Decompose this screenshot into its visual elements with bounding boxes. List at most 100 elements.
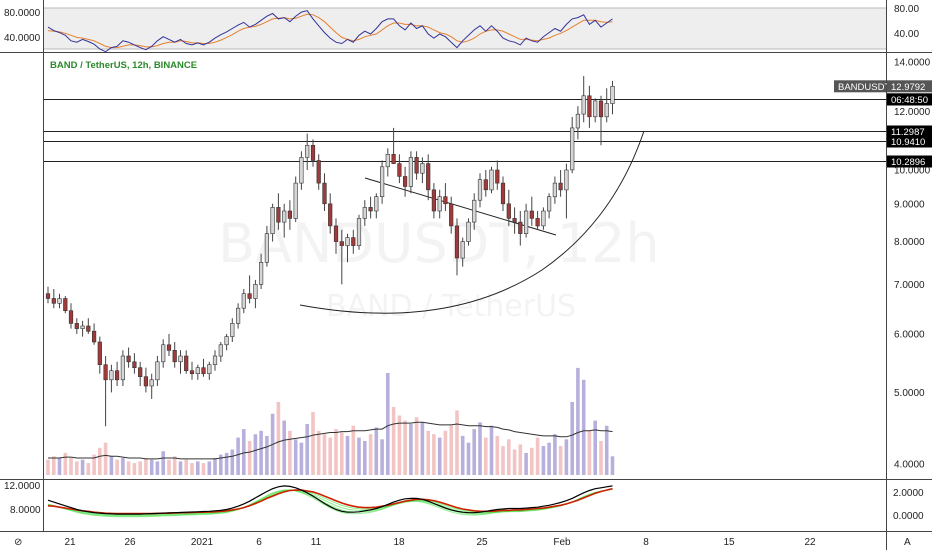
rsi-main-line (47, 10, 613, 53)
volume-bar (265, 435, 269, 475)
volume-bar (426, 430, 430, 475)
candle-body (92, 330, 97, 343)
volume-bar (224, 452, 229, 475)
volume-bar (472, 429, 476, 475)
candle-body (604, 103, 609, 118)
volume-bar (282, 420, 286, 475)
candle-body (426, 163, 431, 191)
candle-body (356, 218, 362, 246)
volume-bar (593, 420, 597, 475)
candle-body (564, 169, 569, 191)
volume-bar (443, 430, 448, 475)
rsi-band (44, 8, 886, 49)
time-tick-label: 21 (64, 537, 76, 548)
candle-body (546, 196, 552, 212)
volume-bar (242, 429, 246, 475)
volume-bar (495, 435, 500, 475)
last-price-tag: BANDUSDT 12.9792 06:48:50 (834, 80, 932, 106)
volume-bar (161, 451, 165, 475)
countdown-box (887, 93, 932, 106)
volume-bar (403, 420, 407, 475)
level-label-box (887, 135, 932, 148)
volume-bar (52, 456, 56, 475)
cup-curve-drawing[interactable] (299, 130, 645, 314)
rsi-signal-line (47, 13, 613, 49)
time-tick-label: 8 (643, 537, 649, 548)
bottom-right-label-2: 2.0000 (893, 488, 924, 499)
candle-body (218, 344, 223, 357)
price-tick-label: 10.0000 (894, 166, 931, 177)
candle-body (414, 157, 419, 174)
candle-body (587, 95, 592, 118)
volume-bar (541, 446, 546, 475)
candle-body (155, 361, 160, 381)
bottom-right-label-0: 0.0000 (893, 511, 924, 522)
candle-body (535, 218, 540, 227)
candle-body (270, 207, 275, 234)
auto-scale-button[interactable]: A (904, 537, 911, 548)
rsi-right-label-40: 40.00 (894, 29, 919, 40)
volume-bar (363, 441, 367, 475)
time-tick-label: 22 (804, 537, 816, 548)
candle-body (195, 367, 200, 375)
volume-bar (207, 461, 212, 475)
level-label-box (887, 125, 932, 138)
candle-body (212, 355, 218, 365)
candle-body (97, 341, 102, 366)
candle-body (247, 293, 252, 299)
volume-bar (299, 442, 304, 475)
candle-body (512, 218, 517, 223)
price-tick-label: 7.0000 (894, 280, 925, 291)
volume-bar (610, 456, 615, 475)
volume-bar (305, 424, 309, 475)
volume-bar (57, 458, 62, 475)
volume-bar (121, 458, 125, 475)
volume-bar (219, 454, 223, 475)
price-tick-label: 6.0000 (894, 329, 925, 340)
rsi-right-label-80: 80.00 (894, 4, 919, 15)
last-price-symbol-box (834, 80, 886, 93)
time-tick-label: 2021 (191, 537, 214, 548)
candle-body (420, 163, 425, 174)
volume-bar (132, 463, 137, 475)
volume-bar (276, 401, 281, 475)
volume-bar (518, 444, 523, 475)
volume-bar (570, 401, 574, 475)
bottom-indicator-pane: 12.0000 8.0000 2.0000 0.0000 (4, 481, 924, 522)
candle-body (541, 210, 546, 227)
candle-body (518, 221, 523, 234)
candle-body (408, 157, 414, 187)
candle-body (305, 145, 310, 158)
volume-bar (155, 461, 160, 475)
volume-bar (489, 425, 494, 475)
watermark-symbol: BANDUSDT, 12h (218, 212, 660, 275)
volume-bar (564, 439, 569, 475)
price-tick-label: 9.0000 (894, 199, 925, 210)
candle-body (460, 241, 465, 259)
candle-body (581, 95, 586, 115)
candle-body (374, 196, 379, 212)
volume-bar (357, 437, 361, 475)
timezone-icon[interactable]: ⊘ (14, 537, 22, 548)
volume-bar (466, 442, 471, 475)
candle-body (178, 355, 183, 363)
volume-bar (80, 459, 85, 475)
candle-body (322, 182, 327, 205)
time-tick-label: 26 (124, 537, 136, 548)
volume-bar (334, 429, 338, 475)
bottom-left-label-8: 8.0000 (10, 505, 41, 516)
candle-body (241, 293, 246, 309)
volume-bar (190, 463, 194, 475)
candle-body (166, 344, 172, 351)
level-label-box (887, 155, 932, 168)
volume-bar (63, 452, 68, 475)
candle-body (345, 237, 350, 246)
price-tick-label: 5.0000 (894, 388, 925, 399)
level-label: 10.9410 (891, 137, 925, 148)
candle-body (489, 169, 494, 191)
candle-body (328, 203, 333, 227)
volume-bar (293, 439, 298, 475)
candle-body (86, 325, 91, 332)
candle-body (51, 298, 56, 304)
